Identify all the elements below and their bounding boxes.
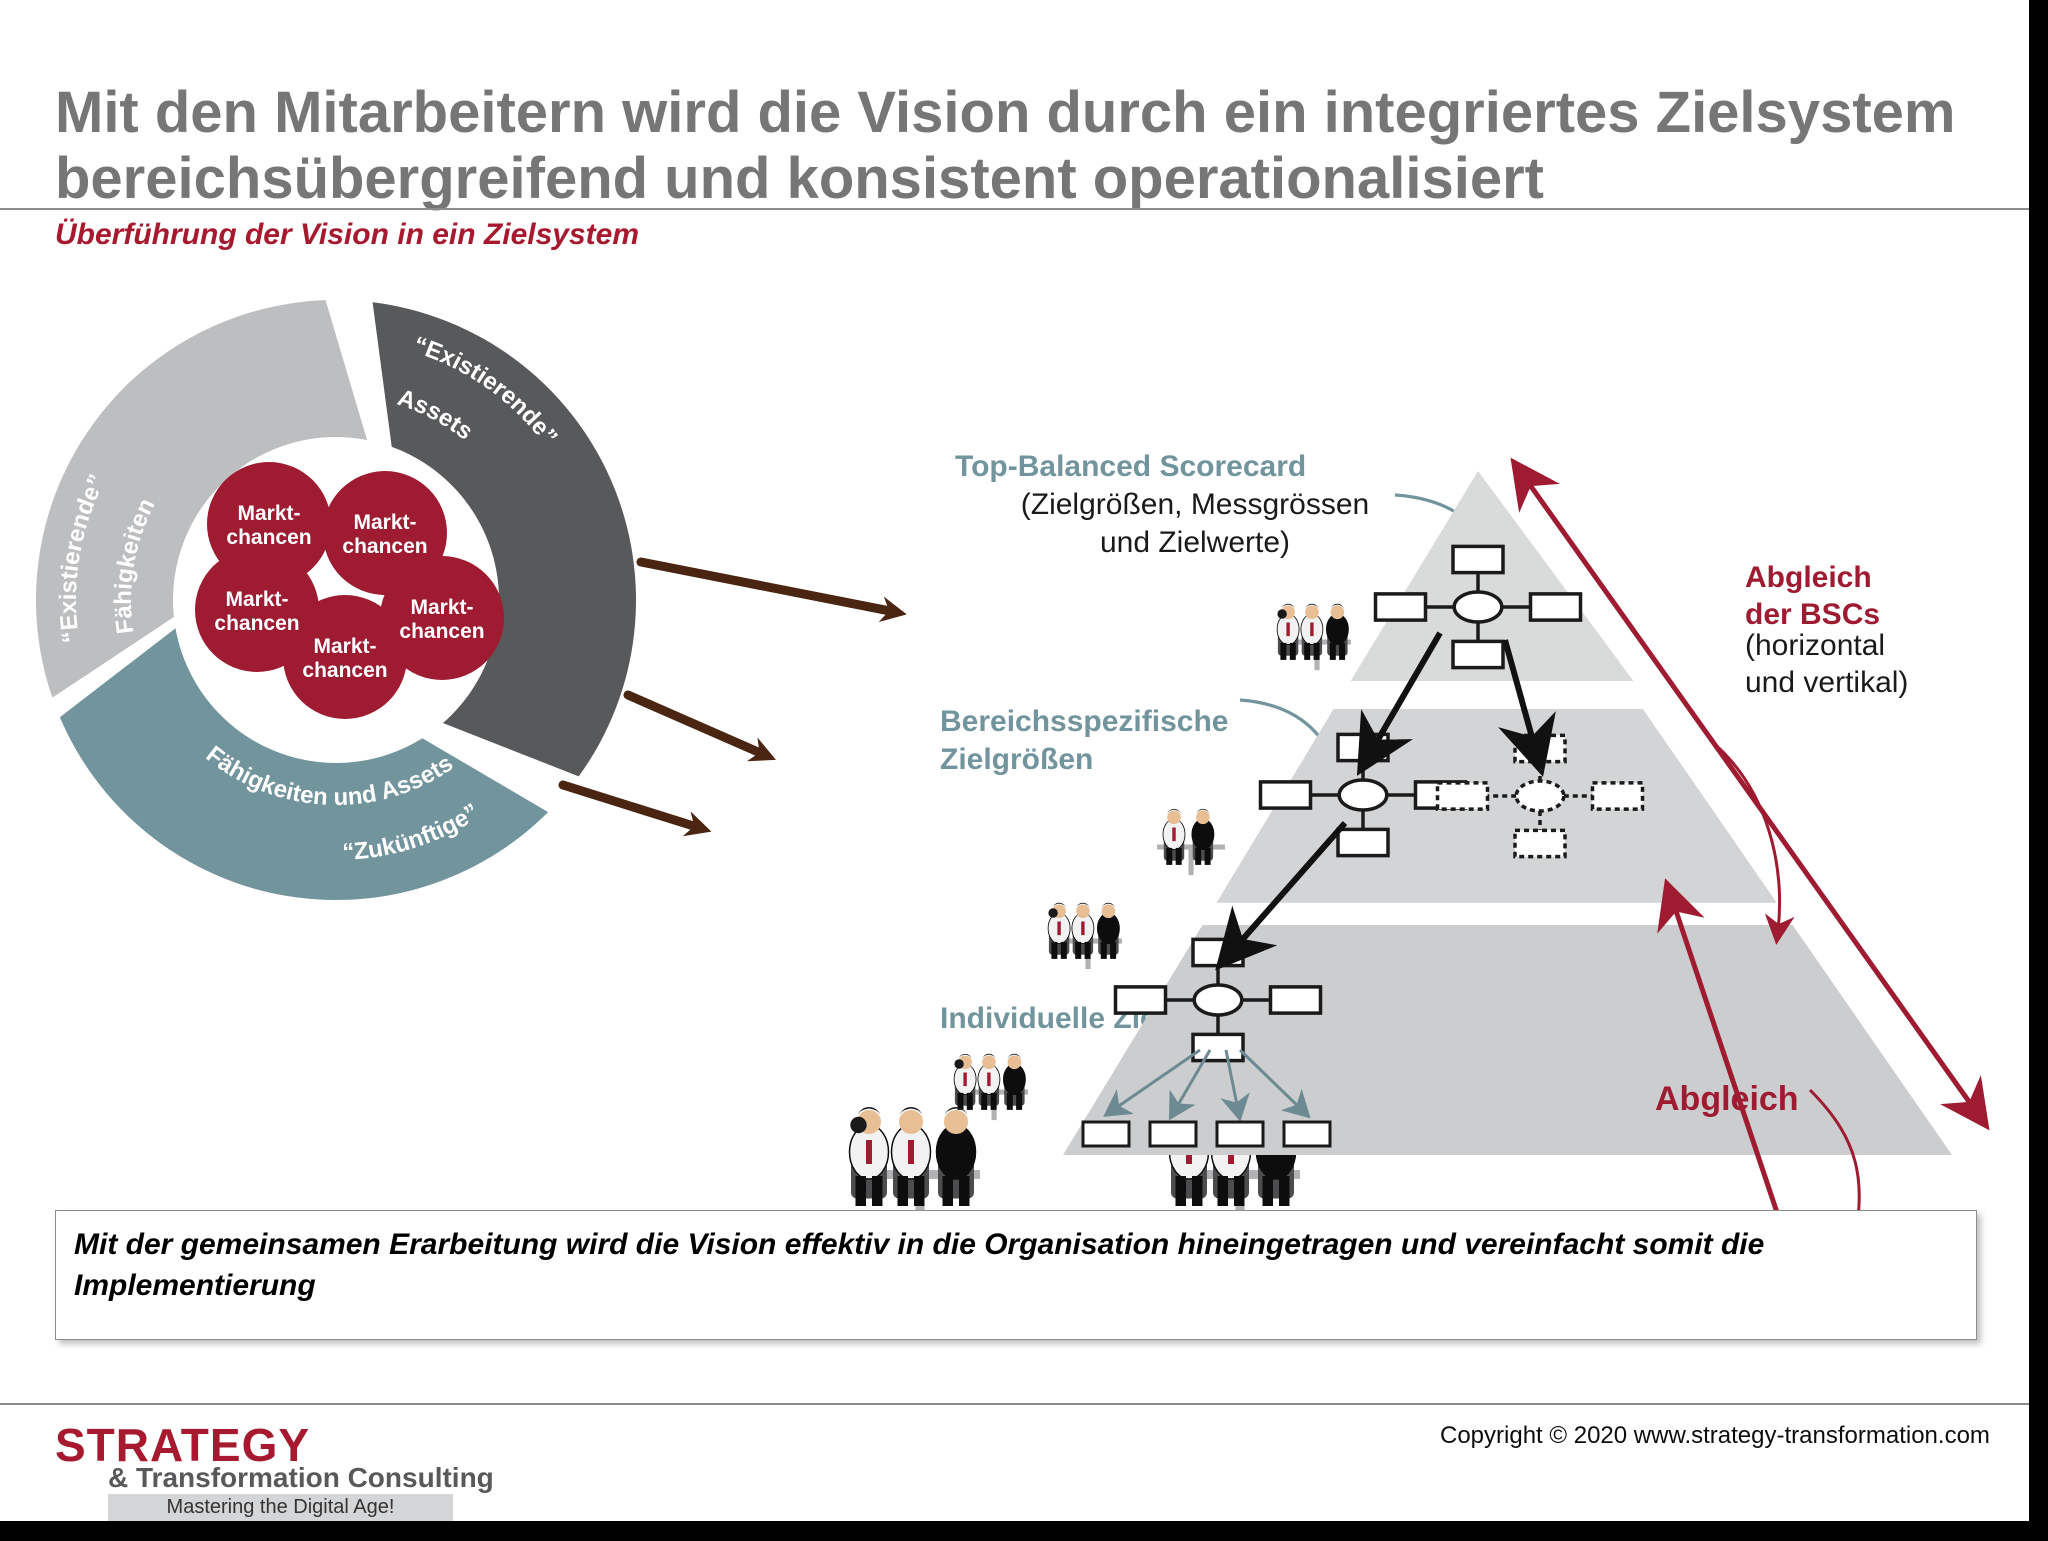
svg-text:Abgleich: Abgleich [1655,1080,1799,1118]
